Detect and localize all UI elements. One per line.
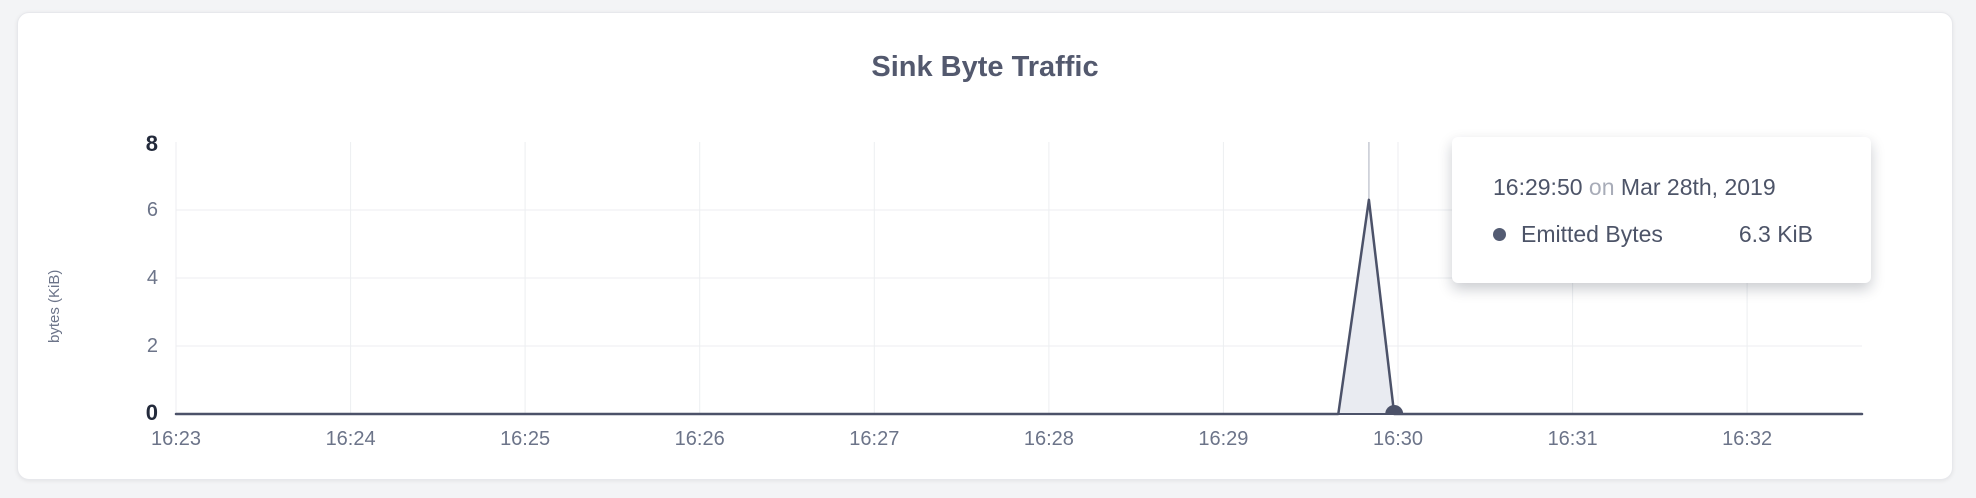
- svg-text:2: 2: [147, 335, 158, 357]
- svg-text:16:26: 16:26: [675, 428, 725, 450]
- svg-text:16:24: 16:24: [326, 428, 376, 450]
- svg-text:8: 8: [146, 131, 158, 156]
- svg-text:16:32: 16:32: [1722, 428, 1772, 450]
- svg-text:16:28: 16:28: [1024, 428, 1074, 450]
- svg-text:16:27: 16:27: [849, 428, 899, 450]
- svg-text:16:23: 16:23: [151, 428, 201, 450]
- svg-text:6: 6: [147, 199, 158, 221]
- svg-text:16:31: 16:31: [1548, 428, 1598, 450]
- svg-text:16:29: 16:29: [1198, 428, 1248, 450]
- svg-text:16:30: 16:30: [1373, 428, 1423, 450]
- svg-text:4: 4: [147, 267, 158, 289]
- svg-text:16:25: 16:25: [500, 428, 550, 450]
- svg-text:0: 0: [146, 400, 158, 425]
